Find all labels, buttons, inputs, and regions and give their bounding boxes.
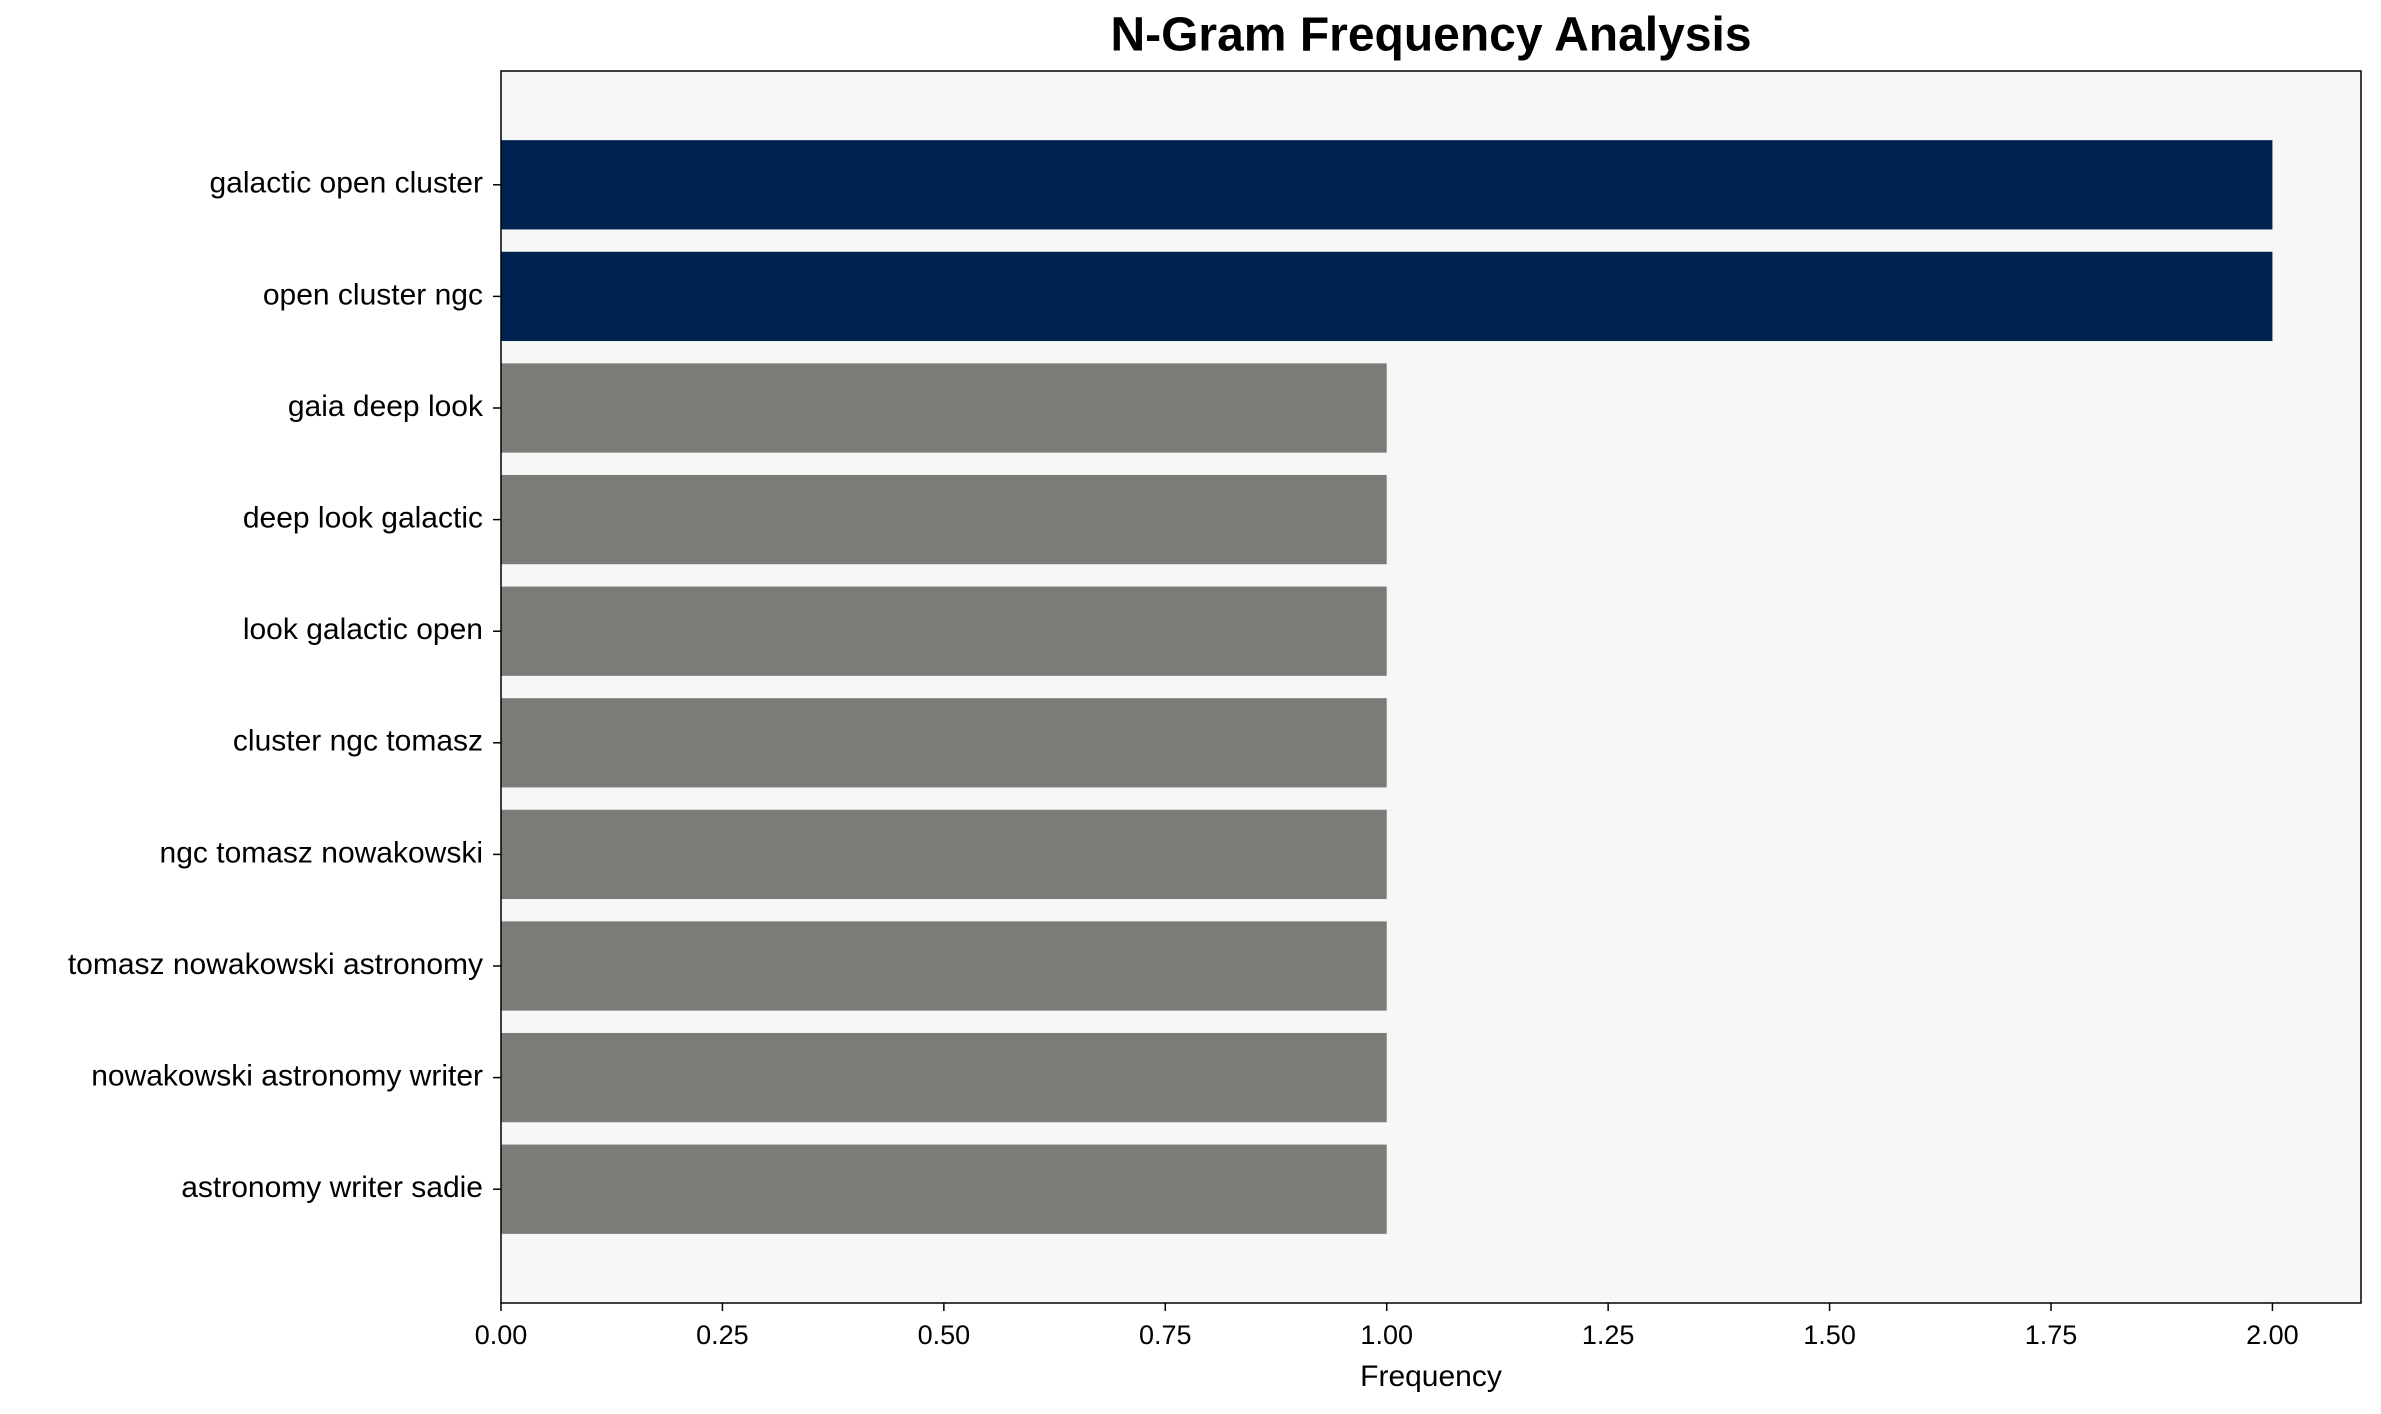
bar	[501, 586, 1387, 676]
x-tick-label: 2.00	[2246, 1320, 2299, 1350]
x-tick-label: 1.00	[1360, 1320, 1413, 1350]
bar	[501, 251, 2273, 342]
bar	[501, 809, 1387, 900]
x-tick-label: 0.50	[918, 1320, 971, 1350]
y-tick-label: astronomy writer sadie	[181, 1171, 483, 1204]
x-tick-label: 1.75	[2025, 1320, 2078, 1350]
y-tick-label: galactic open cluster	[210, 167, 484, 200]
x-tick-label: 0.25	[696, 1320, 749, 1350]
bar	[501, 698, 1387, 788]
y-tick-label: ngc tomasz nowakowski	[160, 836, 483, 869]
y-tick-label: cluster ngc tomasz	[233, 725, 483, 758]
y-tick-label: nowakowski astronomy writer	[91, 1060, 483, 1093]
x-tick-label: 0.00	[475, 1320, 528, 1350]
bar	[501, 140, 2273, 230]
bar	[501, 921, 1387, 1011]
x-axis-label: Frequency	[1360, 1360, 1502, 1393]
y-tick-label: gaia deep look	[288, 390, 484, 423]
x-tick-label: 1.50	[1803, 1320, 1856, 1350]
x-tick-label: 1.25	[1582, 1320, 1635, 1350]
y-tick-label: tomasz nowakowski astronomy	[68, 948, 483, 981]
bar	[501, 1144, 1387, 1234]
y-tick-label: look galactic open	[243, 613, 483, 646]
y-tick-label: open cluster ngc	[263, 278, 483, 311]
bar	[501, 1032, 1387, 1123]
axes-frame	[500, 70, 2362, 1304]
bar	[501, 363, 1387, 453]
bar	[501, 474, 1387, 565]
y-tick-label: deep look galactic	[243, 502, 483, 535]
x-tick-label: 0.75	[1139, 1320, 1192, 1350]
chart-title: N-Gram Frequency Analysis	[1110, 9, 1751, 62]
